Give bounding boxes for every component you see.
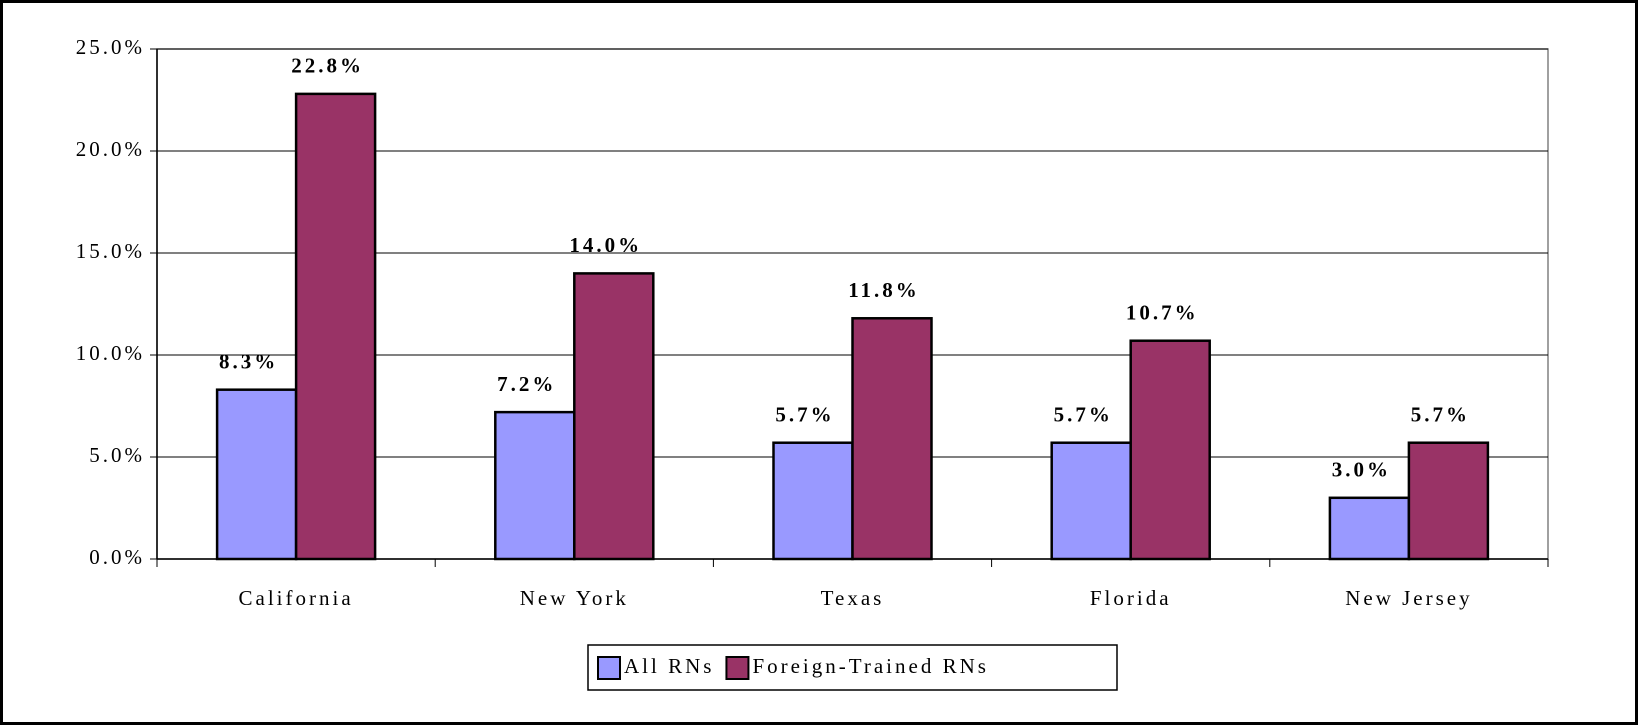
value-label: 8.3% [219, 349, 278, 373]
value-label: 3.0% [1332, 458, 1391, 482]
legend-label: All RNs [624, 654, 714, 678]
y-tick-label: 15.0% [76, 239, 145, 263]
legend-swatch [725, 656, 750, 680]
legend-label: Foreign-Trained RNs [752, 654, 988, 678]
y-tick-label: 0.0% [89, 545, 145, 569]
legend [587, 644, 1118, 691]
y-tick-label: 5.0% [89, 443, 145, 467]
value-label: 11.8% [848, 278, 920, 302]
x-tick-label: California [239, 586, 354, 610]
bar [294, 92, 377, 561]
x-tick-label: Florida [1090, 586, 1172, 610]
value-label: 5.7% [1411, 403, 1470, 427]
bar [1407, 441, 1490, 561]
value-label: 5.7% [775, 403, 834, 427]
y-tick-label: 10.0% [76, 341, 145, 365]
bar [1050, 441, 1132, 561]
bar [573, 272, 655, 561]
value-label: 22.8% [291, 54, 364, 78]
bar [1328, 496, 1411, 561]
y-tick-label: 20.0% [76, 137, 145, 161]
bar [1129, 339, 1211, 561]
bar [494, 410, 576, 561]
x-tick-label: Texas [821, 586, 885, 610]
value-label: 10.7% [1126, 301, 1199, 325]
value-label: 14.0% [569, 233, 642, 257]
x-tick-label: New York [520, 586, 629, 610]
legend-swatch [597, 656, 621, 680]
bar [772, 441, 854, 561]
value-label: 7.2% [497, 372, 556, 396]
y-tick-label: 25.0% [76, 35, 145, 59]
value-label: 5.7% [1054, 403, 1113, 427]
bar [851, 317, 933, 561]
x-tick-label: New Jersey [1345, 586, 1472, 610]
bar [215, 388, 298, 561]
